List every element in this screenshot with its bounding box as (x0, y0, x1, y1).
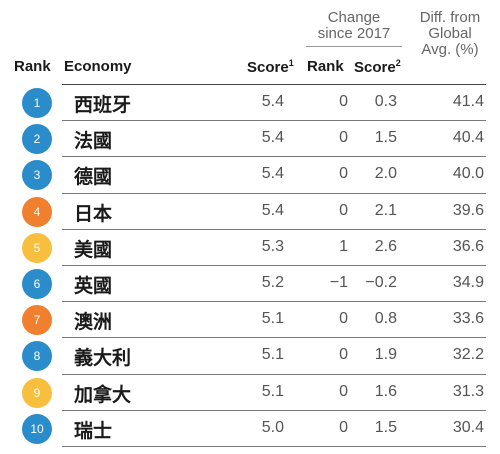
economy-name: 加拿大 (74, 383, 132, 406)
table-row: 1 西班牙 5.4 0 0.3 41.4 (0, 85, 500, 119)
rank-badge: 4 (22, 196, 52, 227)
score-change-cell: 0.8 (374, 310, 397, 328)
header-change-score-label: Score (354, 59, 396, 76)
diff-cell: 33.6 (452, 310, 484, 328)
rank-badge: 5 (22, 232, 52, 263)
table-row: 7 澳洲 5.1 0 0.8 33.6 (0, 302, 500, 336)
score-cell: 5.4 (261, 129, 284, 147)
score-change-cell: 2.6 (374, 237, 397, 255)
economy-name: 法國 (74, 130, 113, 153)
score-change-cell: 2.0 (374, 165, 397, 183)
change-group-rule (306, 46, 402, 47)
rank-change-cell: 0 (339, 346, 348, 364)
score-cell: 5.4 (261, 165, 284, 183)
score-cell: 5.1 (261, 310, 284, 328)
economy-name: 日本 (74, 202, 113, 225)
diff-cell: 41.4 (452, 93, 484, 110)
row-divider (62, 446, 486, 447)
table-row: 4 日本 5.4 0 2.1 39.6 (0, 194, 500, 228)
row-divider (62, 120, 486, 122)
table-row: 3 德國 5.4 0 2.0 40.0 (0, 157, 500, 191)
header-score: Score1 (247, 58, 294, 76)
score-cell: 5.0 (261, 418, 284, 436)
header-economy: Economy (64, 58, 132, 75)
economy-name: 英國 (74, 275, 113, 297)
header-change-rank: Rank (307, 58, 344, 75)
header-change-group: Change since 2017 (306, 10, 402, 42)
economy-name: 澳洲 (74, 311, 113, 334)
header-change-line1: Change (327, 9, 381, 26)
economy-name: 瑞士 (74, 419, 113, 442)
score-cell: 5.1 (261, 346, 284, 364)
rank-badge: 8 (22, 341, 52, 372)
score-cell: 5.4 (261, 93, 284, 110)
score-cell: 5.2 (261, 274, 284, 291)
table-row: 8 義大利 5.1 0 1.9 32.2 (0, 338, 500, 372)
score-cell: 5.3 (261, 237, 284, 255)
diff-cell: 32.2 (452, 346, 484, 364)
economy-name: 美國 (74, 238, 113, 261)
header-score-footnote: 1 (288, 58, 294, 68)
header-diff-line3: Avg. (%) (421, 41, 479, 58)
rank-badge: 9 (22, 377, 52, 408)
rank-badge: 7 (22, 305, 52, 336)
header-change-score-footnote: 2 (395, 58, 401, 68)
diff-cell: 39.6 (452, 201, 484, 219)
header-rank: Rank (14, 58, 51, 75)
score-change-cell: 1.6 (374, 382, 397, 400)
score-change-cell: 1.5 (374, 418, 397, 436)
economy-name: 義大利 (74, 347, 132, 370)
rank-badge: 10 (22, 413, 52, 444)
rank-badge: 2 (22, 124, 52, 155)
diff-cell: 30.4 (452, 418, 484, 436)
row-divider (62, 373, 486, 375)
row-divider (62, 337, 486, 339)
economy-name: 西班牙 (74, 94, 132, 116)
header-score-label: Score (247, 59, 289, 76)
rank-change-cell: 0 (339, 382, 348, 400)
row-divider (62, 156, 486, 158)
rank-change-cell: 0 (339, 201, 348, 219)
rank-change-cell: 0 (339, 165, 348, 183)
header-change-score: Score2 (354, 58, 401, 76)
rank-badge: 1 (22, 88, 52, 118)
rank-change-cell: 1 (339, 237, 348, 255)
rank-change-cell: −1 (329, 274, 348, 291)
table-row: 6 英國 5.2 −1 −0.2 34.9 (0, 266, 500, 300)
header-diff-line1: Diff. from (419, 9, 481, 26)
diff-cell: 40.0 (452, 165, 484, 183)
row-divider (62, 265, 486, 266)
table-row: 9 加拿大 5.1 0 1.6 31.3 (0, 375, 500, 409)
table-row: 5 美國 5.3 1 2.6 36.6 (0, 230, 500, 264)
rank-change-cell: 0 (339, 93, 348, 110)
score-change-cell: 2.1 (374, 201, 397, 219)
header-diff-line2: Global (428, 25, 472, 42)
table-row: 10 瑞士 5.0 0 1.5 30.4 (0, 411, 500, 445)
score-cell: 5.4 (261, 201, 284, 219)
diff-cell: 40.4 (452, 129, 484, 147)
row-divider (62, 192, 486, 194)
header-change-line2: since 2017 (317, 25, 391, 42)
diff-cell: 31.3 (452, 382, 484, 400)
row-divider (62, 301, 486, 303)
rank-badge: 3 (22, 160, 52, 191)
score-change-cell: 1.5 (374, 129, 397, 147)
rank-change-cell: 0 (339, 129, 348, 147)
score-change-cell: −0.2 (365, 274, 397, 291)
rank-change-cell: 0 (339, 310, 348, 328)
economy-name: 德國 (74, 166, 113, 189)
score-cell: 5.1 (261, 382, 284, 400)
score-change-cell: 1.9 (374, 346, 397, 364)
row-divider (62, 409, 486, 411)
rank-change-cell: 0 (339, 418, 348, 436)
header-diff: Diff. from Global Avg. (%) (410, 10, 490, 58)
row-divider (62, 228, 486, 230)
diff-cell: 36.6 (452, 237, 484, 255)
rank-badge: 6 (22, 269, 52, 299)
table-row: 2 法國 5.4 0 1.5 40.4 (0, 121, 500, 155)
diff-cell: 34.9 (452, 274, 484, 291)
score-change-cell: 0.3 (374, 93, 397, 110)
header-rule (62, 84, 486, 85)
